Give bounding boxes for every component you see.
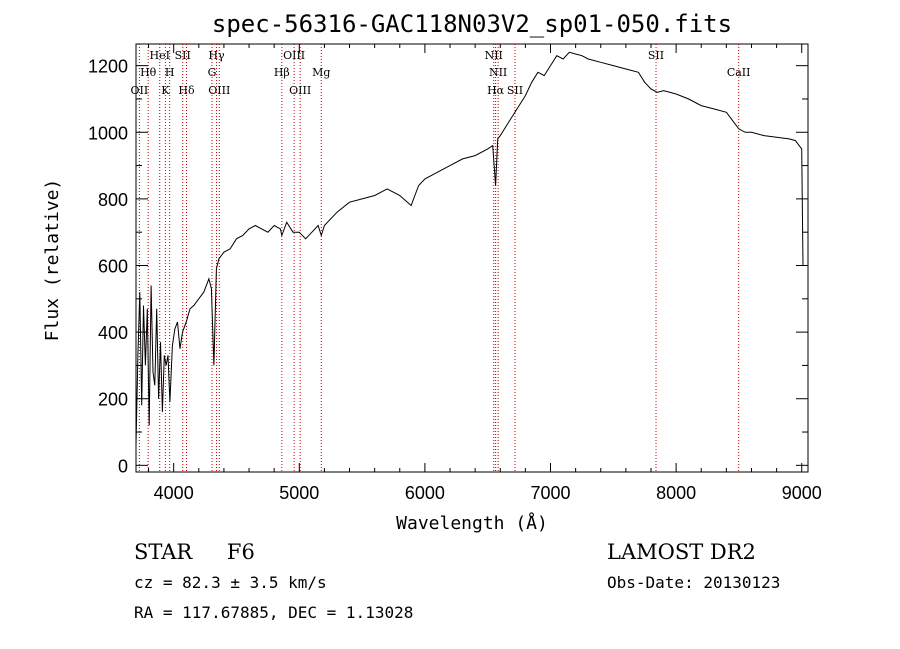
y-tick-label: 0 xyxy=(118,456,128,476)
line-marker-label: G xyxy=(208,66,217,79)
x-tick-label: 8000 xyxy=(656,483,696,503)
x-tick-label: 4000 xyxy=(154,483,194,503)
line-marker-label: SII xyxy=(507,84,523,97)
x-axis-ticks: 4000 5000 6000 7000 8000 9000 xyxy=(148,44,822,503)
emission-line-labels: OIIHθHeIKHSIIHδGHγOIIIHβOIIIOIIIMgNIIHαN… xyxy=(131,49,751,97)
x-axis-label: Wavelength (Å) xyxy=(396,512,548,534)
line-marker-label: OII xyxy=(131,84,149,97)
line-marker-label: HeI xyxy=(150,49,170,62)
x-tick-label: 6000 xyxy=(405,483,445,503)
spectrum-series-line xyxy=(135,51,804,446)
line-marker-label: SII xyxy=(648,49,664,62)
plot-frame xyxy=(135,43,809,473)
x-tick-label: 5000 xyxy=(279,483,319,503)
y-axis-label: Flux (relative) xyxy=(42,179,63,342)
line-marker-label: Hγ xyxy=(208,49,225,62)
chart-title: spec-56316-GAC118N03V2_sp01-050.fits xyxy=(212,10,732,38)
line-marker-label: H xyxy=(165,66,175,79)
y-tick-label: 1200 xyxy=(88,57,128,77)
line-marker-label: SII xyxy=(175,49,191,62)
y-tick-label: 1000 xyxy=(88,123,128,143)
line-marker-label: Hθ xyxy=(140,66,157,79)
y-tick-label: 600 xyxy=(98,256,128,276)
y-axis-ticks: 0 200 400 600 800 1000 1200 xyxy=(88,57,808,476)
line-marker-label: OIII xyxy=(283,49,305,62)
line-marker-label: OIII xyxy=(208,84,230,97)
survey-name: LAMOST DR2 xyxy=(607,540,756,564)
line-marker-label: OIII xyxy=(289,84,311,97)
y-tick-label: 400 xyxy=(98,323,128,343)
line-marker-label: K xyxy=(161,84,170,97)
y-tick-label: 200 xyxy=(98,390,128,410)
observation-date: Obs-Date: 20130123 xyxy=(607,573,781,592)
emission-line-markers xyxy=(138,44,740,472)
line-marker-label: Hα xyxy=(487,84,505,97)
line-marker-label: NII xyxy=(485,49,503,62)
line-marker-label: NII xyxy=(489,66,507,79)
x-tick-label: 9000 xyxy=(782,483,822,503)
x-tick-label: 7000 xyxy=(530,483,570,503)
y-tick-label: 800 xyxy=(98,190,128,210)
coordinates: RA = 117.67885, DEC = 1.13028 xyxy=(134,603,414,622)
line-marker-label: CaII xyxy=(727,66,751,79)
object-subclass: F6 xyxy=(226,540,255,564)
line-marker-label: Hδ xyxy=(178,84,195,97)
line-marker-label: Hβ xyxy=(274,66,290,79)
redshift-velocity: cz = 82.3 ± 3.5 km/s xyxy=(134,573,327,592)
line-marker-label: Mg xyxy=(312,66,330,79)
object-class: STAR xyxy=(134,540,193,564)
